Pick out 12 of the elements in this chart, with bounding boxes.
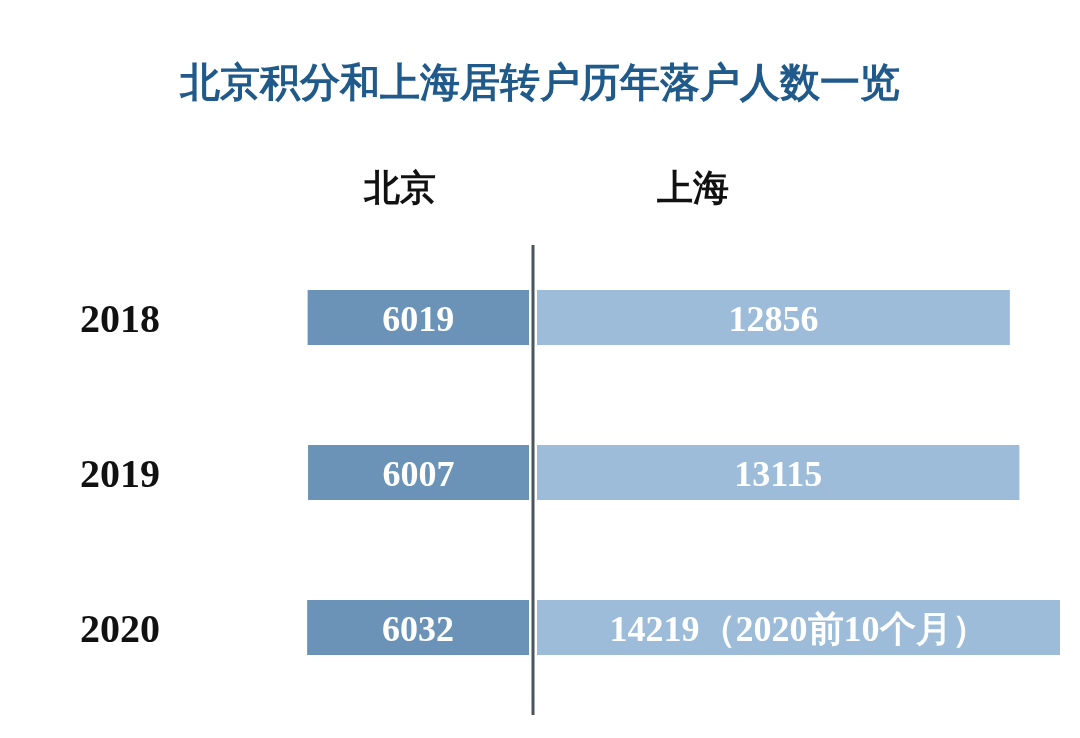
y-tick-label: 2020: [80, 605, 160, 651]
data-label: 6032: [382, 608, 455, 649]
y-tick-label: 2019: [80, 450, 160, 496]
data-label: 6019: [382, 298, 455, 339]
text: 北京: [363, 167, 436, 208]
data-label: 6007: [382, 453, 455, 494]
y-tick-label: 2018: [80, 295, 160, 341]
chart-title: 北京积分和上海居转户历年落户人数一览: [179, 59, 900, 105]
data-label: 13115: [734, 453, 823, 494]
text: 上海: [657, 167, 729, 208]
data-label: 12856: [728, 298, 819, 339]
data-label: 14219（2020前10个月）: [609, 608, 988, 649]
